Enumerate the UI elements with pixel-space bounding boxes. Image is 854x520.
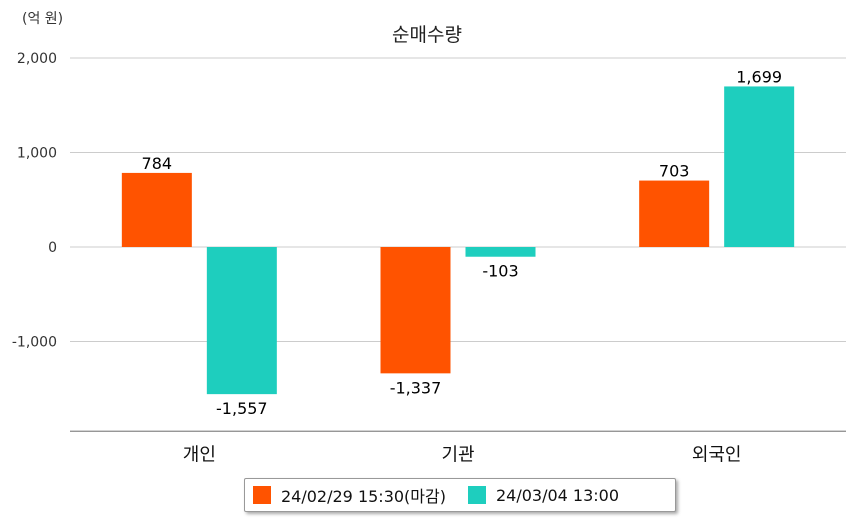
data-label: 784 [142,154,173,173]
unit-label: (억 원) [22,11,64,27]
data-label: -1,557 [216,399,268,418]
legend-swatch-series-2 [467,486,486,504]
data-label: 703 [659,162,690,181]
bar [465,247,536,257]
legend: 24/02/29 15:30(마감) 24/03/04 13:00 [244,478,676,512]
data-label: -1,337 [390,378,442,397]
bar [121,172,192,247]
bar [639,180,710,247]
data-label: -103 [482,262,518,281]
bar [724,86,795,247]
y-tick-label: 1,000 [17,146,57,162]
x-tick-label: 기관 [441,444,474,465]
x-tick-label: 외국인 [692,444,742,465]
legend-item-series-2[interactable]: 24/03/04 13:00 [467,485,620,505]
bar [206,247,277,395]
y-tick-label: 0 [48,240,57,256]
legend-swatch-series-1 [253,486,271,504]
y-tick-label: 2,000 [17,51,57,67]
legend-label-series-1: 24/02/29 15:30(마감) [281,487,446,506]
chart-title: 순매수량 [392,24,462,46]
legend-item-series-1[interactable]: 24/02/29 15:30(마감) [253,483,446,507]
data-label: 1,699 [736,67,782,86]
legend-label-series-2: 24/03/04 13:00 [495,485,620,505]
bar [380,247,451,374]
y-tick-label: -1,000 [12,335,57,351]
x-tick-label: 개인 [183,444,216,465]
